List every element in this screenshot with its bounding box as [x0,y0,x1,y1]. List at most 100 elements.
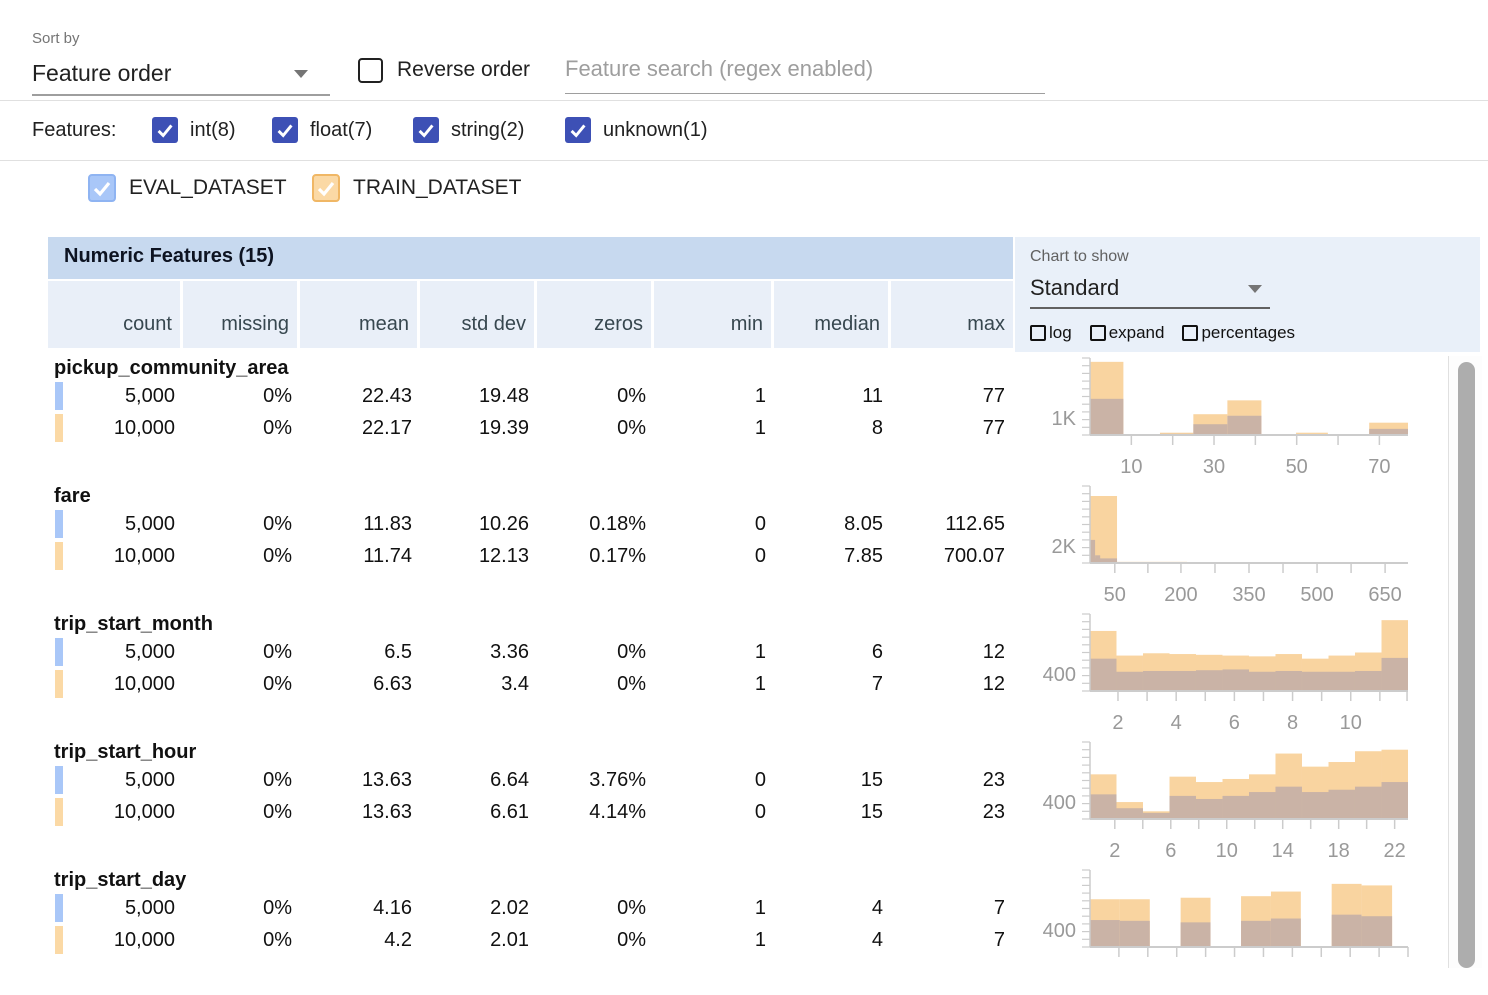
stat-row-train: 10,0000%11.7412.130.17%07.85700.07 [48,540,1013,572]
filter-unknown[interactable]: unknown(1) [565,117,708,143]
checkbox-unchecked-icon [1030,325,1046,341]
cell-min: 1 [654,412,774,444]
filter-float-label: float(7) [310,119,372,142]
cell-count: 5,000 [48,892,183,924]
legend-train-dataset[interactable]: TRAIN_DATASET [312,174,521,202]
histogram-pickup_community_area: 1K 10 30 50 70 [1028,354,1420,478]
cell-std-dev: 12.13 [420,540,537,572]
svg-text:10: 10 [1340,712,1362,734]
feature-name: trip_start_day [48,864,1013,892]
cell-zeros: 0.17% [537,540,654,572]
sort-by-dropdown[interactable]: Feature order [32,56,330,96]
cell-zeros: 0% [537,380,654,412]
svg-text:1K: 1K [1052,408,1077,430]
cell-std-dev: 10.26 [420,508,537,540]
cell-median: 4 [774,892,891,924]
cell-zeros: 3.76% [537,764,654,796]
cell-missing: 0% [183,668,300,700]
cell-min: 1 [654,924,774,956]
eval-color-chip [55,510,63,538]
filter-float[interactable]: float(7) [272,117,372,143]
cell-missing: 0% [183,892,300,924]
cell-zeros: 0.18% [537,508,654,540]
cell-count: 10,000 [48,540,183,572]
svg-text:400: 400 [1043,664,1076,686]
stat-row-eval: 5,0000%11.8310.260.18%08.05112.65 [48,508,1013,540]
svg-text:50: 50 [1286,456,1308,478]
cell-max: 7 [891,924,1013,956]
checkbox-checked-icon [152,117,178,143]
cell-max: 112.65 [891,508,1013,540]
expand-toggle[interactable]: expand [1090,323,1165,343]
svg-text:10: 10 [1120,456,1142,478]
svg-text:50: 50 [1104,584,1126,606]
stat-row-eval: 5,0000%22.4319.480%11177 [48,380,1013,412]
chart-type-dropdown[interactable]: Standard [1030,271,1270,309]
cell-mean: 11.74 [300,540,420,572]
cell-count: 10,000 [48,796,183,828]
cell-std-dev: 2.02 [420,892,537,924]
percentages-label: percentages [1201,323,1295,343]
feature-search-input[interactable]: Feature search (regex enabled) [565,56,1045,94]
vertical-scrollbar-track[interactable] [1448,356,1482,968]
filter-int-label: int(8) [190,119,236,142]
log-toggle[interactable]: log [1030,323,1072,343]
cell-median: 7 [774,668,891,700]
cell-min: 1 [654,668,774,700]
cell-mean: 11.83 [300,508,420,540]
checkbox-checked-icon [88,174,116,202]
svg-text:6: 6 [1229,712,1240,734]
histogram-fare: 2K50200350500650 [1028,482,1420,606]
svg-text:8: 8 [1287,712,1298,734]
histogram-trip_start_hour: 4002610141822 [1028,738,1420,862]
cell-zeros: 0% [537,412,654,444]
svg-text:400: 400 [1043,792,1076,814]
numeric-features-title: Numeric Features (15) [64,245,274,268]
train-color-chip [55,414,63,442]
chevron-down-icon [294,70,308,78]
svg-text:22: 22 [1384,840,1406,862]
cell-max: 12 [891,636,1013,668]
chart-option-toggles: log expand percentages [1030,323,1295,343]
svg-text:30: 30 [1203,456,1225,478]
checkbox-checked-icon [272,117,298,143]
feature-name: fare [48,480,1013,508]
feature-name: trip_start_hour [48,736,1013,764]
cell-std-dev: 2.01 [420,924,537,956]
filter-unknown-label: unknown(1) [603,119,708,142]
cell-count: 10,000 [48,412,183,444]
filter-string[interactable]: string(2) [413,117,524,143]
cell-zeros: 0% [537,924,654,956]
stat-row-train: 10,0000%22.1719.390%1877 [48,412,1013,444]
percentages-toggle[interactable]: percentages [1182,323,1295,343]
eval-color-chip [55,382,63,410]
vertical-scrollbar-thumb[interactable] [1458,362,1475,968]
cell-min: 0 [654,796,774,828]
cell-max: 77 [891,412,1013,444]
legend-eval-dataset[interactable]: EVAL_DATASET [88,174,287,202]
train-dataset-label: TRAIN_DATASET [353,176,521,200]
cell-max: 23 [891,764,1013,796]
reverse-order-label: Reverse order [397,58,530,82]
cell-max: 23 [891,796,1013,828]
checkbox-checked-icon [312,174,340,202]
filter-string-label: string(2) [451,119,524,142]
cell-max: 700.07 [891,540,1013,572]
cell-zeros: 0% [537,892,654,924]
svg-text:70: 70 [1368,456,1390,478]
cell-mean: 6.5 [300,636,420,668]
cell-zeros: 0% [537,636,654,668]
svg-text:2: 2 [1109,840,1120,862]
svg-text:200: 200 [1164,584,1197,606]
feature-group-trip_start_hour: trip_start_hour5,0000%13.636.643.76%0152… [48,736,1013,864]
reverse-order-checkbox[interactable] [358,58,383,83]
filter-int[interactable]: int(8) [152,117,236,143]
svg-text:18: 18 [1328,840,1350,862]
cell-min: 0 [654,540,774,572]
cell-std-dev: 3.4 [420,668,537,700]
top-toolbar: Sort by Feature order Reverse order Feat… [0,0,1488,101]
svg-text:2K: 2K [1052,536,1077,558]
column-header-zeros: zeros [537,281,654,348]
svg-text:14: 14 [1272,840,1294,862]
eval-color-chip [55,638,63,666]
